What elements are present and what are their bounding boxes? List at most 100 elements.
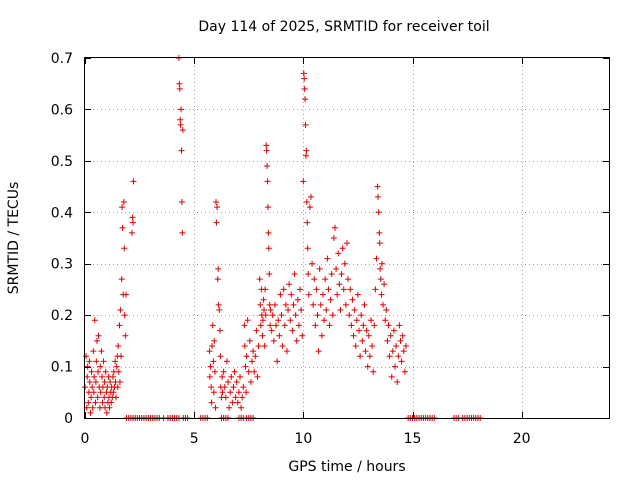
data-point [396,322,403,329]
data-point [285,307,292,313]
data-point [112,358,119,365]
data-point [279,343,286,349]
data-point [301,75,308,82]
data-point [288,291,295,298]
data-point [214,276,221,283]
data-point [243,353,250,360]
data-point [395,353,402,360]
data-point [257,301,264,308]
data-point [91,373,98,380]
data-point [341,260,348,267]
data-point [178,106,185,113]
data-point [117,307,124,313]
axis-ticks [85,58,609,419]
data-point [84,363,91,370]
data-point [252,353,259,360]
data-point [115,368,122,375]
data-point [368,317,375,324]
data-point [114,384,121,391]
data-point [243,389,250,396]
data-point [326,322,333,329]
plot-frame [84,57,610,419]
data-point [256,276,263,283]
data-point [263,147,270,154]
data-point [300,178,307,185]
data-point [210,389,217,396]
data-point [364,363,371,370]
y-axis-label: SRMTID / TECUs [6,182,22,295]
data-point [313,286,320,293]
data-point [240,384,247,391]
y-tick-label: 0.4 [51,205,73,221]
data-point [242,363,249,370]
data-point [359,337,366,344]
data-point [265,245,272,252]
data-point [386,353,393,360]
data-point [374,183,381,190]
data-point [392,363,399,370]
data-point [238,404,245,411]
data-point [383,307,390,313]
data-point [305,291,312,298]
data-point [342,301,349,308]
data-point [232,394,239,401]
data-point [179,127,186,133]
data-point [267,307,274,313]
data-point [210,358,217,365]
data-point [231,368,238,375]
data-point [280,286,287,293]
data-point [400,348,407,355]
data-point [106,404,113,411]
data-point [344,240,350,247]
data-point [120,199,127,205]
data-point [226,404,233,411]
data-point [371,322,378,329]
data-point [347,286,354,293]
data-point [302,121,309,128]
y-tick-label: 0.5 [51,154,73,170]
data-point [352,343,359,349]
y-tick-label: 0.3 [51,257,73,273]
data-point [381,281,388,288]
data-point [399,332,406,339]
data-point [257,322,264,329]
data-point [219,389,226,396]
data-point [118,276,125,283]
data-point [331,224,338,231]
data-point [315,348,322,355]
data-point [229,399,236,406]
data-point [372,286,379,293]
data-point [98,348,105,355]
data-point [361,301,368,308]
data-point [115,343,122,349]
data-point [87,409,94,416]
y-tick-label: 0.1 [51,360,73,376]
data-point [334,291,341,298]
data-point [370,368,377,375]
data-point [322,276,329,283]
data-point [385,322,392,329]
data-point [92,379,99,385]
data-point [213,219,220,226]
x-tick-label: 15 [404,431,422,447]
data-point [393,343,400,349]
data-point [107,379,114,385]
data-point [261,343,268,349]
data-point [353,317,360,324]
data-point [282,301,289,308]
data-point [356,327,363,334]
data-point [86,358,93,365]
data-point [225,379,232,385]
data-point [129,214,136,221]
x-tick-label: 5 [190,431,199,447]
data-point [97,363,104,370]
data-point [382,317,389,324]
data-point [281,322,288,329]
data-point [85,399,92,406]
data-point [307,193,314,200]
data-point [329,312,336,319]
data-point [217,353,224,360]
data-point [339,245,346,252]
data-point [325,286,332,293]
data-point [377,276,384,283]
